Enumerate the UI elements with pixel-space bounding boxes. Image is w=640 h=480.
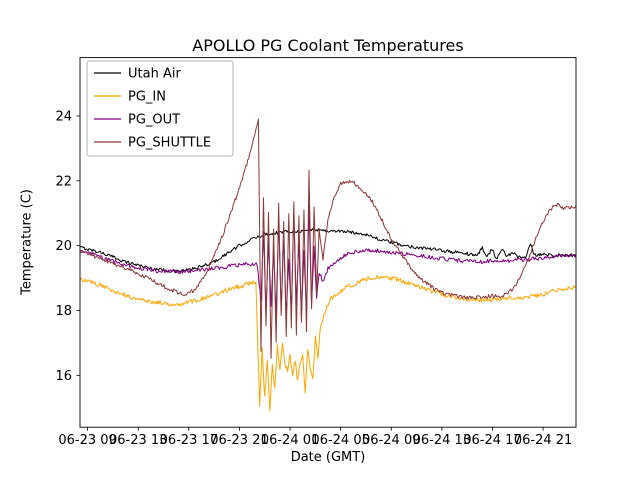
x-tick-label: 06-24 21 <box>514 433 572 448</box>
legend-label-pg-out: PG_OUT <box>128 113 180 128</box>
legend: Utah Air PG_IN PG_OUT PG_SHUTTLE <box>86 60 234 157</box>
x-tick-label: 06-23 21 <box>210 433 268 448</box>
x-axis-label: Date (GMT) <box>290 450 366 465</box>
x-tick-label: 06-24 05 <box>311 433 369 448</box>
legend-box <box>86 60 234 157</box>
x-tick-label: 06-24 13 <box>413 433 471 448</box>
y-tick-label: 18 <box>55 304 72 319</box>
chart-title: APOLLO PG Coolant Temperatures <box>192 36 464 55</box>
legend-label-pg-shuttle: PG_SHUTTLE <box>128 136 211 151</box>
series-line-pg-shuttle <box>79 118 577 359</box>
y-axis-label: Temperature (C) <box>19 189 35 295</box>
legend-label-utah-air: Utah Air <box>128 67 181 82</box>
x-tick-label: 06-24 09 <box>362 433 420 448</box>
y-tick-label: 24 <box>55 109 72 124</box>
series-line-pg-out <box>79 204 577 320</box>
legend-label-pg-in: PG_IN <box>128 90 166 105</box>
x-tick-label: 06-23 17 <box>160 433 218 448</box>
y-tick-label: 16 <box>55 369 72 384</box>
x-tick-label: 06-24 17 <box>463 433 521 448</box>
series-line-utah-air <box>79 228 577 274</box>
x-tick-label: 06-24 01 <box>261 433 319 448</box>
x-tick-label: 06-23 13 <box>109 433 167 448</box>
axes-frame <box>79 57 577 428</box>
y-tick-label: 22 <box>55 174 72 189</box>
y-tick-label: 20 <box>55 239 72 254</box>
x-tick-label: 06-23 09 <box>58 433 116 448</box>
series-line-pg-in <box>79 275 577 412</box>
